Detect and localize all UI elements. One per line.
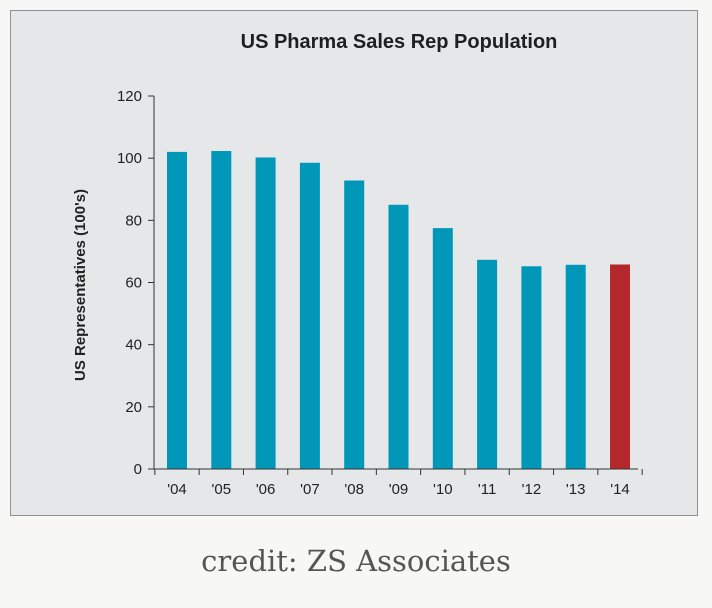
x-tick-label: '09 bbox=[389, 481, 409, 498]
bar-1 bbox=[211, 151, 232, 469]
y-tick-label: 0 bbox=[134, 461, 142, 478]
bar-4 bbox=[344, 180, 365, 469]
bar-10 bbox=[610, 264, 630, 469]
y-tick-label: 100 bbox=[117, 150, 142, 167]
y-tick-label: 40 bbox=[125, 337, 142, 354]
chart-title: US Pharma Sales Rep Population bbox=[241, 31, 558, 53]
credit-text: credit: ZS Associates bbox=[201, 544, 511, 578]
x-tick-label: '12 bbox=[522, 481, 542, 498]
y-tick-label: 60 bbox=[125, 275, 142, 292]
x-tick-label: '07 bbox=[300, 481, 320, 498]
x-tick-label: '05 bbox=[212, 481, 232, 498]
bars-group bbox=[167, 151, 630, 470]
x-tick-labels: '04 '05 '06 '07 '08 '09 '10 '11 '12 '13 '14 bbox=[167, 481, 630, 498]
y-tick-label: 80 bbox=[125, 212, 142, 229]
bar-3 bbox=[299, 162, 320, 470]
x-tick-label: '10 bbox=[433, 481, 453, 498]
bar-8 bbox=[521, 266, 542, 469]
bar-chart: US Pharma Sales Rep Population US Repres… bbox=[72, 31, 643, 498]
y-axis-label: US Representatives (100's) bbox=[72, 189, 89, 381]
bar-7 bbox=[477, 259, 498, 469]
bar-0 bbox=[167, 151, 187, 469]
x-tick-label: '08 bbox=[344, 481, 364, 498]
bar-2 bbox=[255, 157, 276, 469]
axes-group bbox=[148, 95, 643, 475]
x-tick-label: '13 bbox=[566, 481, 586, 498]
bar-9 bbox=[565, 264, 586, 469]
y-tick-labels: 0 20 40 60 80 100 120 bbox=[117, 88, 142, 478]
x-tick-label: '14 bbox=[610, 481, 630, 498]
x-tick-label: '04 bbox=[167, 481, 187, 498]
y-tick-label: 120 bbox=[117, 88, 142, 105]
x-tick-label: '11 bbox=[478, 481, 496, 498]
chart-frame: US Pharma Sales Rep Population US Repres… bbox=[10, 10, 698, 516]
bar-6 bbox=[432, 228, 453, 469]
bar-5 bbox=[388, 204, 409, 470]
y-tick-label: 20 bbox=[125, 399, 142, 416]
x-tick-label: '06 bbox=[256, 481, 276, 498]
